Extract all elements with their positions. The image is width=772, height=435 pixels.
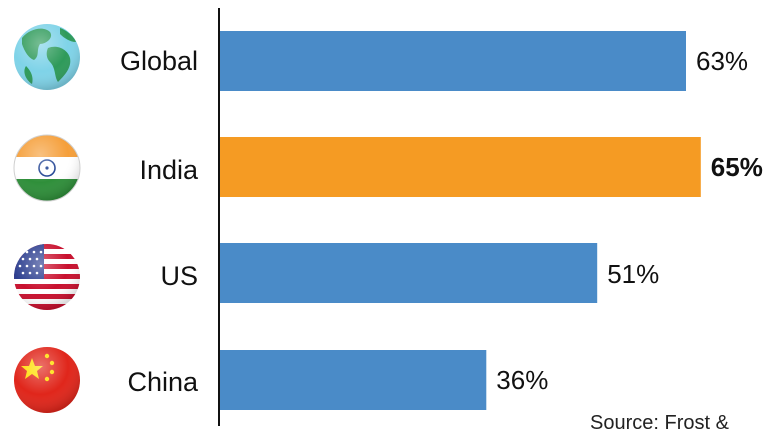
source-note: Source: Frost &: [590, 412, 729, 434]
bar-india: [220, 137, 701, 197]
bar-china: [220, 350, 487, 410]
us-flag-icon: [14, 244, 80, 310]
india-flag-icon: [13, 134, 81, 202]
value-label-india: 65%: [711, 152, 763, 182]
category-label-india: India: [139, 155, 199, 185]
value-label-china: 36%: [496, 365, 548, 395]
category-label-us: US: [160, 261, 198, 291]
globe-icon: [14, 24, 80, 90]
china-flag-icon: [14, 347, 80, 413]
bar-global: [220, 31, 686, 91]
category-label-china: China: [127, 367, 199, 397]
category-label-global: Global: [120, 46, 198, 76]
bar-chart: Global India US China 63% 65% 51% 36%: [13, 8, 763, 426]
value-label-us: 51%: [607, 259, 659, 289]
bar-us: [220, 243, 598, 303]
value-label-global: 63%: [696, 46, 748, 76]
